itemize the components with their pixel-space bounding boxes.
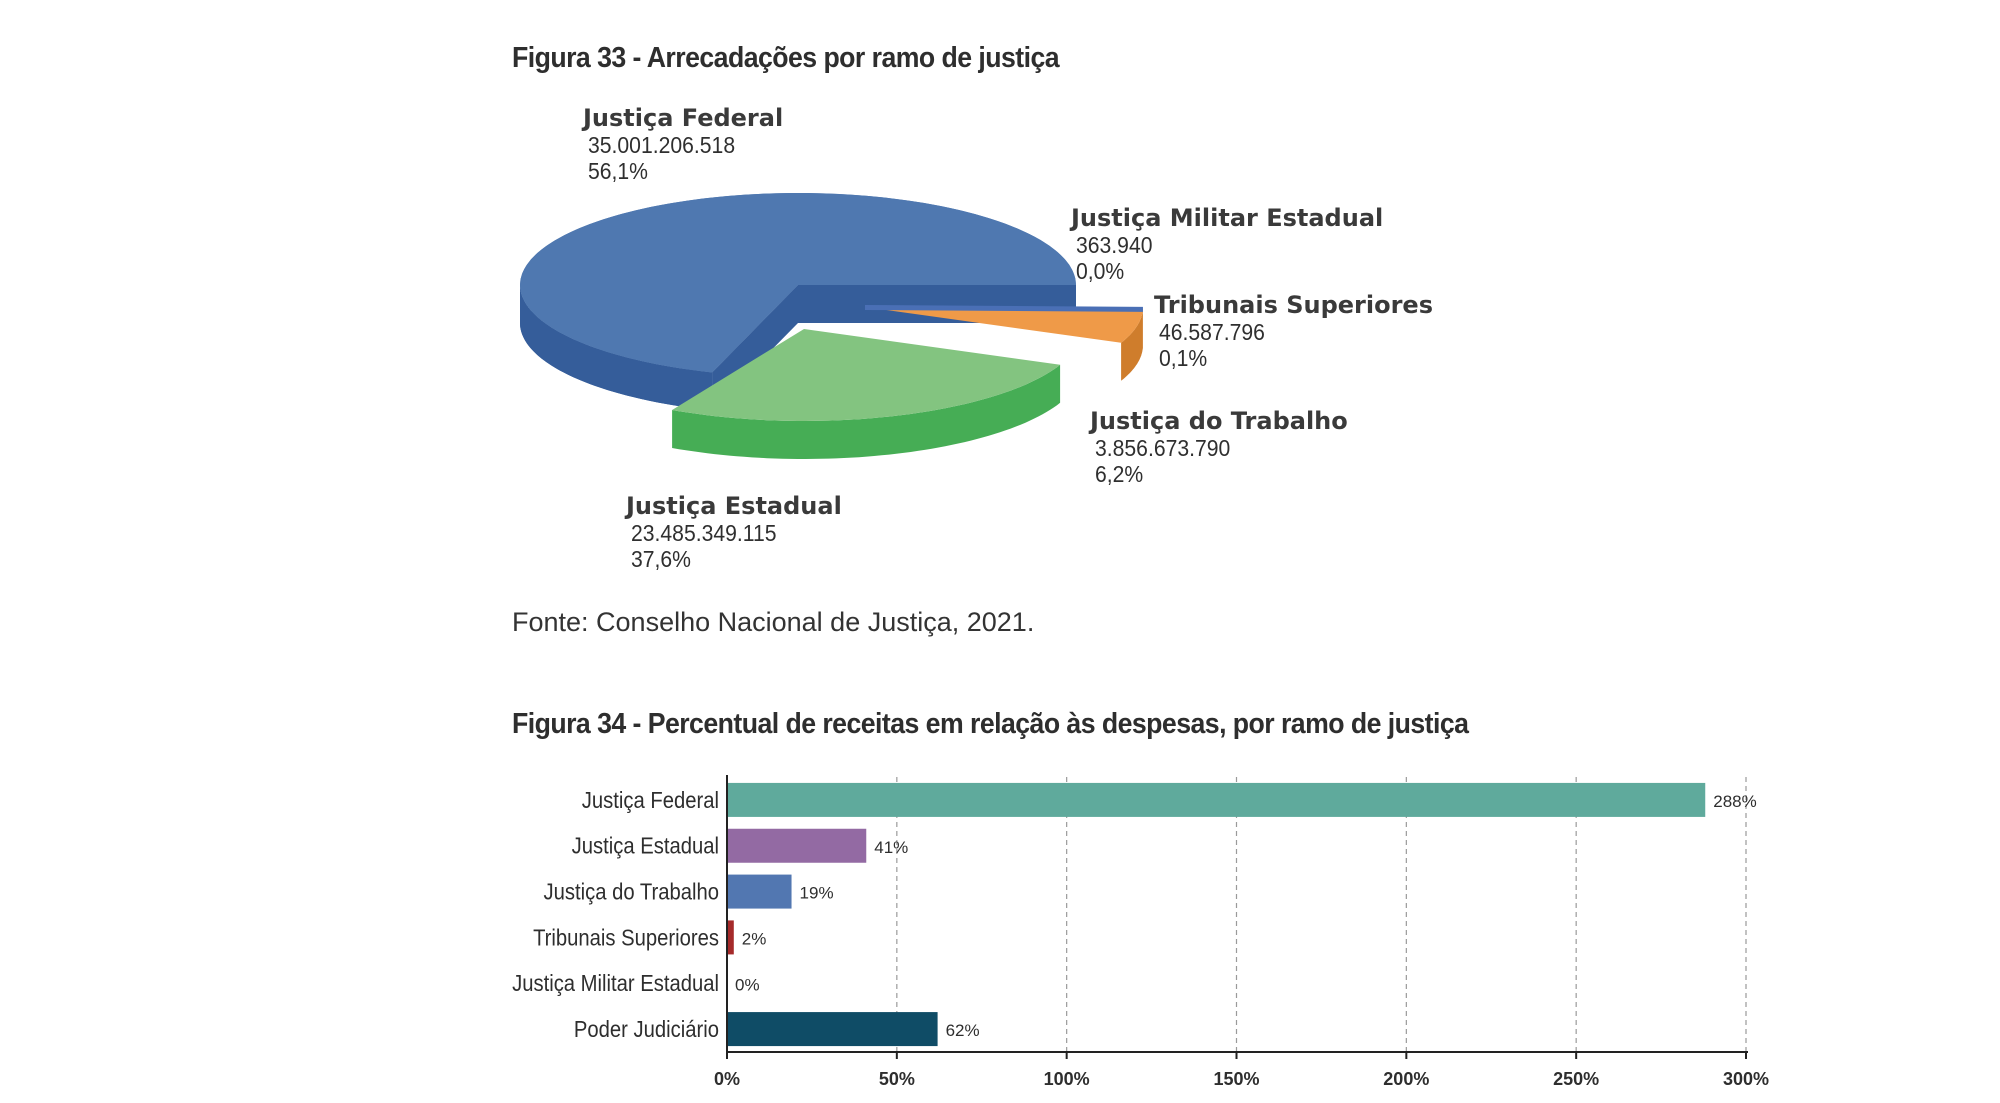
pie-label-percent: 56,1% — [588, 158, 649, 184]
value-label: 41% — [874, 838, 908, 857]
figure-34-title: Figura 34 - Percentual de receitas em re… — [512, 708, 1469, 740]
pie-label-justica-militar-estadual: Justiça Militar Estadual 363.940 0,0% — [1071, 206, 1383, 286]
x-tick-label: 300% — [1723, 1069, 1769, 1089]
pie-chart — [520, 193, 1143, 459]
category-label: Justiça Estadual — [572, 833, 719, 860]
category-label: Justiça do Trabalho — [544, 878, 719, 905]
value-label: 62% — [946, 1021, 980, 1040]
bar — [727, 874, 792, 909]
pie-slice-justica-estadual-rim — [672, 364, 1061, 459]
pie-label-justica-federal: Justiça Federal 35.001.206.518 56,1% — [583, 106, 783, 186]
pie-slice-justica-federal-top — [520, 193, 1076, 373]
value-label: 0% — [735, 975, 760, 994]
pie-label-value: 23.485.349.115 — [631, 520, 777, 546]
pie-label-name: Justiça Estadual — [626, 492, 842, 520]
bar-series — [727, 782, 1706, 1047]
pie-label-percent: 6,2% — [1095, 461, 1144, 487]
bar — [727, 782, 1706, 817]
value-label: 19% — [800, 884, 834, 903]
pie-slice-justica-estadual-top — [672, 329, 1061, 421]
pie-label-value: 363.940 — [1076, 232, 1153, 258]
bar-grid — [896, 777, 1747, 1052]
category-label: Justiça Militar Estadual — [512, 970, 719, 997]
pie-slice-justica-estadual — [672, 329, 1061, 459]
x-tick-label: 150% — [1213, 1069, 1259, 1089]
pie-label-value: 35.001.206.518 — [588, 132, 736, 158]
source-note: Fonte: Conselho Nacional de Justiça, 202… — [512, 607, 1035, 637]
pie-label-percent: 0,1% — [1159, 345, 1208, 371]
pie-slice-justica-do-trabalho — [865, 307, 1143, 381]
pie-slice-justica-militar-estadual — [865, 305, 1143, 312]
pie-slice-justica-do-trabalho-rim — [1121, 308, 1143, 381]
bar — [727, 1012, 938, 1047]
x-tick-label: 50% — [879, 1069, 915, 1089]
value-label: 2% — [742, 929, 767, 948]
bar — [727, 920, 734, 955]
x-tick-label: 100% — [1044, 1069, 1090, 1089]
x-tick-label: 200% — [1383, 1069, 1429, 1089]
pie-label-justica-do-trabalho: Justiça do Trabalho 3.856.673.790 6,2% — [1090, 409, 1348, 489]
pie-label-name: Tribunais Superiores — [1154, 291, 1433, 319]
pie-label-tribunais-superiores: Tribunais Superiores 46.587.796 0,1% — [1154, 293, 1433, 373]
pie-slice-justica-federal — [520, 193, 1076, 411]
x-tick-label: 0% — [714, 1069, 740, 1089]
bar — [727, 828, 867, 863]
pie-label-percent: 0,0% — [1076, 258, 1125, 284]
pie-slice-justica-militar-estadual-top — [865, 305, 1143, 312]
category-label: Poder Judiciário — [574, 1016, 719, 1043]
x-tick-label: 250% — [1553, 1069, 1599, 1089]
figure-33-title: Figura 33 - Arrecadações por ramo de jus… — [512, 42, 1060, 74]
value-label: 288% — [1713, 792, 1756, 811]
pie-slice-justica-do-trabalho-top — [865, 307, 1143, 343]
category-label: Justiça Federal — [582, 787, 719, 814]
category-label: Tribunais Superiores — [533, 924, 719, 951]
pie-label-name: Justiça Militar Estadual — [1071, 204, 1384, 232]
pie-label-value: 3.856.673.790 — [1095, 435, 1231, 461]
pie-label-name: Justiça Federal — [583, 104, 784, 132]
pie-label-justica-estadual: Justiça Estadual 23.485.349.115 37,6% — [626, 494, 842, 574]
pie-slice-justica-federal-rim-left — [520, 285, 713, 411]
pie-label-name: Justiça do Trabalho — [1090, 407, 1348, 435]
pie-label-value: 46.587.796 — [1159, 319, 1265, 345]
pie-label-percent: 37,6% — [631, 546, 692, 572]
